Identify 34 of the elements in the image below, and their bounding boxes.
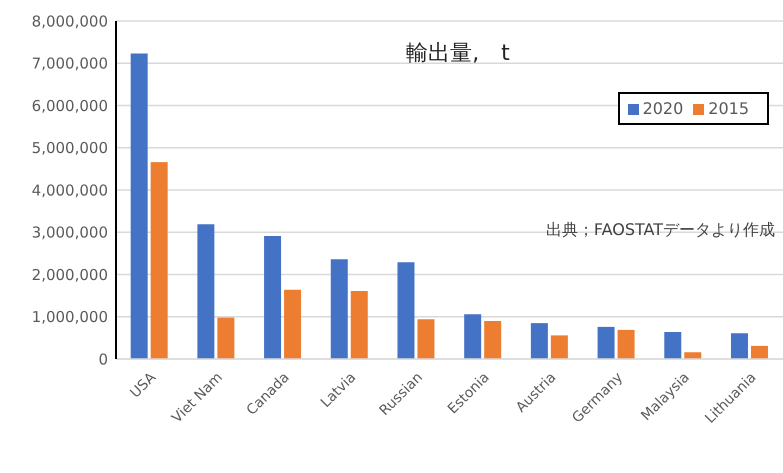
- x-tick-label: USA: [127, 369, 160, 402]
- annotation: 出典；FAOSTATデータより作成: [546, 220, 775, 241]
- bar: [264, 236, 282, 359]
- legend-label: 2015: [708, 99, 749, 118]
- bar: [730, 333, 748, 359]
- bar: [464, 314, 482, 359]
- bar: [417, 319, 434, 359]
- bar: [484, 320, 502, 359]
- bar: [750, 346, 768, 359]
- y-tick-label: 3,000,000: [32, 224, 108, 242]
- bar: [284, 290, 302, 359]
- bar: [598, 326, 615, 359]
- y-tick-label: 7,000,000: [32, 54, 108, 73]
- y-tick-label: 6,000,000: [32, 96, 108, 115]
- bar: [217, 318, 234, 359]
- y-tick-label: 4,000,000: [32, 181, 108, 200]
- bar: [664, 332, 682, 359]
- bar: [684, 352, 702, 359]
- y-tick-label: 0: [98, 350, 108, 368]
- y-tick-label: 2,000,000: [32, 266, 108, 284]
- bar: [330, 259, 348, 359]
- bar: [350, 290, 368, 359]
- bar: [130, 54, 148, 359]
- bar: [618, 330, 635, 359]
- legend-label: 2020: [642, 99, 684, 118]
- bar: [150, 162, 168, 359]
- bar: [550, 335, 568, 359]
- bar: [197, 224, 214, 359]
- y-tick-label: 1,000,000: [32, 308, 108, 326]
- bar: [397, 262, 414, 359]
- text: 輸出量, t: [405, 40, 511, 68]
- y-tick-label: 5,000,000: [32, 139, 108, 158]
- bar: [530, 323, 548, 359]
- y-tick-label: 8,000,000: [32, 12, 108, 30]
